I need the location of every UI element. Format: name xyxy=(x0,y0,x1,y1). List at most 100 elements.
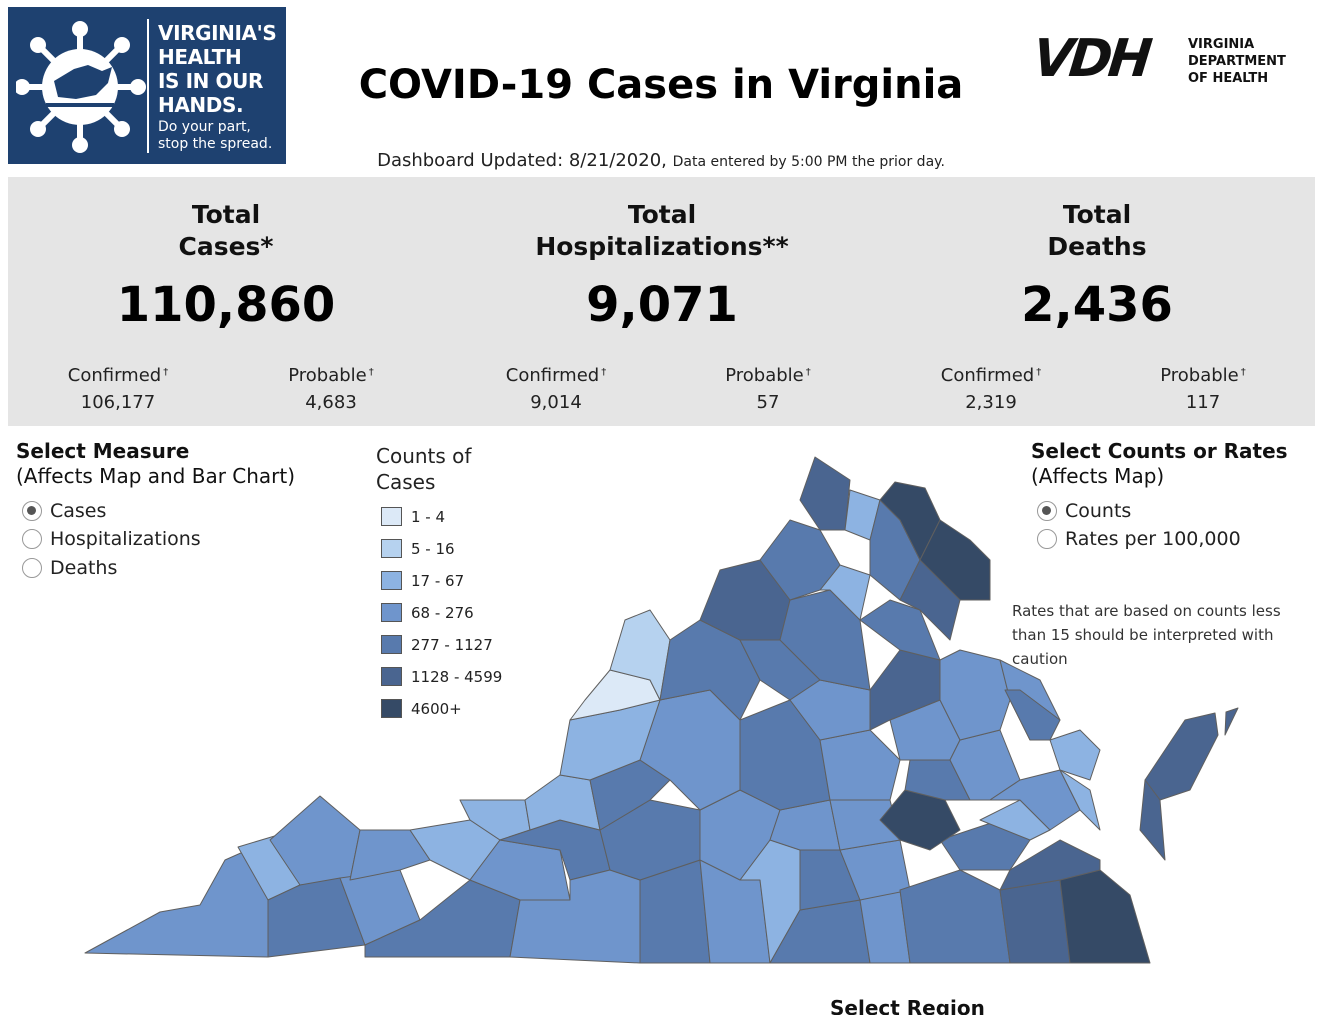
radio-button-selected[interactable] xyxy=(1037,501,1057,521)
dashboard-updated-date: Dashboard Updated: 8/21/2020, xyxy=(377,150,667,171)
legend-title-line: Counts of xyxy=(376,444,472,468)
confirmed-label: Confirmed xyxy=(67,365,162,386)
legend-label: 5 - 16 xyxy=(411,539,455,558)
county-shape[interactable] xyxy=(1139,779,1166,861)
county-shape[interactable] xyxy=(349,829,431,881)
legend-label: 4600+ xyxy=(411,699,462,718)
dagger-mark: † xyxy=(163,367,169,378)
radio-deaths[interactable]: Deaths xyxy=(22,557,117,579)
confirmed-breakdown: Confirmed † 2,319 xyxy=(911,365,1071,413)
rate-selector-heading: Select Counts or Rates (Affects Map) xyxy=(1031,439,1288,489)
metric-title: Total Deaths xyxy=(879,199,1315,263)
dagger-mark: † xyxy=(601,367,607,378)
badge-slogan: VIRGINIA'S HEALTH IS IN OUR HANDS. xyxy=(158,21,284,117)
probable-value: 117 xyxy=(1185,392,1221,413)
legend-item: 1128 - 4599 xyxy=(381,667,502,686)
legend-swatch xyxy=(381,635,402,654)
metric-title-line: Total xyxy=(1062,200,1132,229)
confirmed-value: 106,177 xyxy=(80,392,156,413)
radio-label: Deaths xyxy=(50,557,118,579)
county-shape[interactable] xyxy=(469,839,571,901)
virginia-county-map[interactable] xyxy=(0,430,1317,990)
confirmed-value: 9,014 xyxy=(530,392,582,413)
virus-icon xyxy=(16,21,146,153)
metric-total-value: 9,071 xyxy=(586,277,738,333)
radio-button-selected[interactable] xyxy=(22,501,42,521)
data-entry-note: Data entered by 5:00 PM the prior day. xyxy=(672,154,945,170)
slogan-line: IS IN OUR xyxy=(158,69,263,93)
vdh-logo-mark: VDH xyxy=(1029,29,1152,89)
probable-value: 4,683 xyxy=(305,392,357,413)
campaign-badge: VIRGINIA'S HEALTH IS IN OUR HANDS. Do yo… xyxy=(8,7,286,164)
tagline-line: Do your part, xyxy=(158,119,251,135)
probable-label: Probable xyxy=(725,365,804,386)
measure-selector-title: Select Measure xyxy=(16,439,190,463)
map-counties[interactable] xyxy=(84,456,1239,964)
county-shape[interactable] xyxy=(819,729,901,801)
county-shape[interactable] xyxy=(1144,712,1219,801)
legend-swatch xyxy=(381,571,402,590)
county-shape[interactable] xyxy=(759,519,841,601)
county-shape[interactable] xyxy=(939,649,1011,741)
radio-label: Rates per 100,000 xyxy=(1065,528,1241,550)
county-shape[interactable] xyxy=(859,599,941,661)
select-region-heading: Select Region xyxy=(830,996,985,1015)
logo-name-line: OF HEALTH xyxy=(1188,71,1269,86)
radio-hospitalizations[interactable]: Hospitalizations xyxy=(22,528,201,550)
radio-button[interactable] xyxy=(22,529,42,549)
legend-item: 17 - 67 xyxy=(381,571,464,590)
badge-tagline: Do your part, stop the spread. xyxy=(158,119,288,153)
confirmed-label: Confirmed xyxy=(505,365,600,386)
dagger-mark: † xyxy=(1036,367,1042,378)
legend-swatch xyxy=(381,603,402,622)
radio-rates[interactable]: Rates per 100,000 xyxy=(1037,528,1241,550)
metric-title-line: Total xyxy=(627,200,697,229)
county-shape[interactable] xyxy=(999,839,1101,891)
slogan-line: HANDS. xyxy=(158,93,244,117)
logo-name-line: DEPARTMENT xyxy=(1188,54,1286,69)
county-shape[interactable] xyxy=(1049,729,1101,781)
summary-panel: Total Cases* 110,860 Confirmed † 106,177 … xyxy=(8,177,1315,426)
county-shape[interactable] xyxy=(1004,689,1061,741)
legend-label: 17 - 67 xyxy=(411,571,465,590)
metric-title: Total Cases* xyxy=(8,199,444,263)
legend-label: 1128 - 4599 xyxy=(411,667,503,686)
legend-title: Counts of Cases xyxy=(376,443,471,495)
legend-item: 68 - 276 xyxy=(381,603,474,622)
confirmed-value: 2,319 xyxy=(965,392,1017,413)
tagline-line: stop the spread. xyxy=(158,136,273,152)
radio-button[interactable] xyxy=(1037,529,1057,549)
legend-label: 68 - 276 xyxy=(411,603,474,622)
metric-total-cases: Total Cases* 110,860 Confirmed † 106,177 … xyxy=(8,177,444,426)
county-shape[interactable] xyxy=(84,839,271,958)
legend-swatch xyxy=(381,667,402,686)
probable-label: Probable xyxy=(1160,365,1239,386)
county-shape[interactable] xyxy=(1059,769,1101,831)
confirmed-label: Confirmed xyxy=(940,365,1035,386)
county-shape[interactable] xyxy=(1224,707,1239,736)
county-shape[interactable] xyxy=(799,456,851,531)
legend-label: 277 - 1127 xyxy=(411,635,493,654)
metric-total-hospitalizations: Total Hospitalizations** 9,071 Confirmed… xyxy=(444,177,880,426)
county-shape[interactable] xyxy=(999,879,1071,964)
metric-title-line: Cases* xyxy=(178,232,274,261)
county-shape[interactable] xyxy=(1059,869,1151,964)
probable-breakdown: Probable † 4,683 xyxy=(251,365,411,413)
radio-cases[interactable]: Cases xyxy=(22,500,106,522)
probable-breakdown: Probable † 117 xyxy=(1123,365,1283,413)
probable-breakdown: Probable † 57 xyxy=(688,365,848,413)
metric-total-value: 2,436 xyxy=(1021,277,1173,333)
metric-title: Total Hospitalizations** xyxy=(444,199,880,263)
legend-item: 1 - 4 xyxy=(381,507,445,526)
vdh-logo: VDH VIRGINIA DEPARTMENT OF HEALTH xyxy=(1030,29,1298,93)
radio-button[interactable] xyxy=(22,558,42,578)
legend-item: 4600+ xyxy=(381,699,462,718)
radio-counts[interactable]: Counts xyxy=(1037,500,1131,522)
probable-value: 57 xyxy=(756,392,780,413)
county-shape[interactable] xyxy=(899,559,961,641)
legend-title-line: Cases xyxy=(376,470,436,494)
dagger-mark: † xyxy=(805,367,811,378)
metric-total-deaths: Total Deaths 2,436 Confirmed † 2,319 Prob… xyxy=(879,177,1315,426)
logo-name-line: VIRGINIA xyxy=(1188,37,1255,52)
county-shape[interactable] xyxy=(899,869,1011,964)
